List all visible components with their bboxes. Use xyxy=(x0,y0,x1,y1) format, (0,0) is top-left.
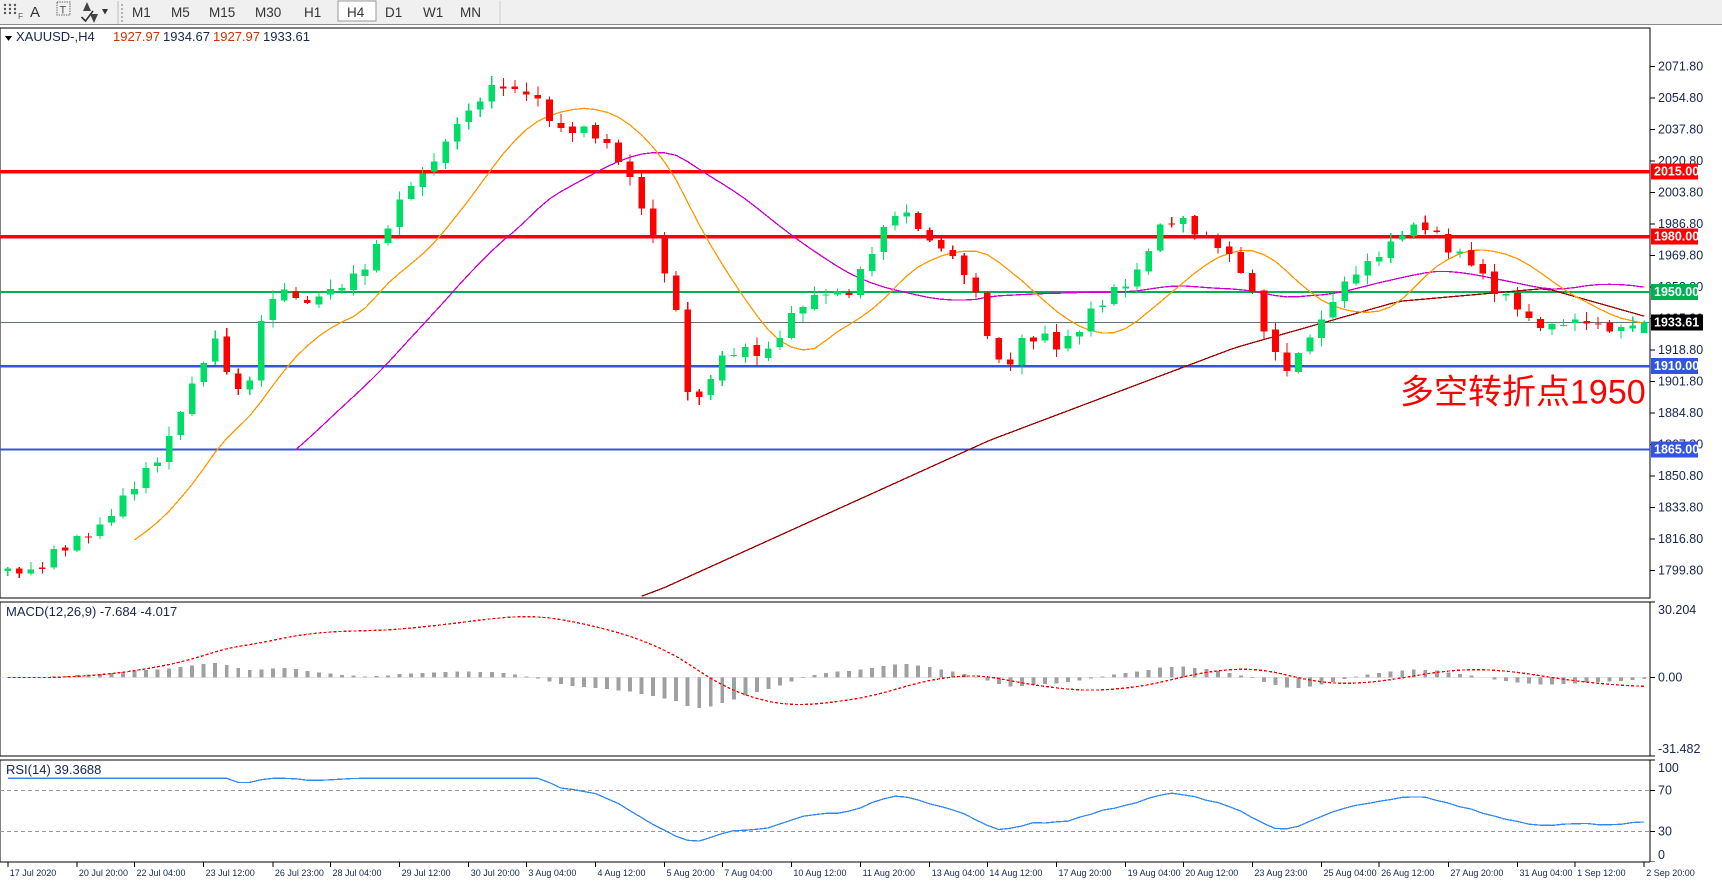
svg-text:19 Aug 04:00: 19 Aug 04:00 xyxy=(1128,868,1181,878)
svg-text:23 Aug 23:00: 23 Aug 23:00 xyxy=(1254,868,1307,878)
svg-text:-31.482: -31.482 xyxy=(1658,742,1700,756)
svg-text:1816.80: 1816.80 xyxy=(1658,532,1703,546)
svg-text:20 Aug 12:00: 20 Aug 12:00 xyxy=(1185,868,1238,878)
svg-text:1969.80: 1969.80 xyxy=(1658,248,1703,262)
svg-text:1884.80: 1884.80 xyxy=(1658,406,1703,420)
svg-text:70: 70 xyxy=(1658,784,1672,798)
svg-text:1933.61: 1933.61 xyxy=(263,29,310,44)
svg-text:3 Aug 04:00: 3 Aug 04:00 xyxy=(528,868,576,878)
svg-text:2037.80: 2037.80 xyxy=(1658,122,1703,136)
svg-text:7 Aug 04:00: 7 Aug 04:00 xyxy=(724,868,772,878)
svg-text:30: 30 xyxy=(1658,824,1672,838)
svg-text:26 Aug 12:00: 26 Aug 12:00 xyxy=(1381,868,1434,878)
svg-text:1 Sep 12:00: 1 Sep 12:00 xyxy=(1577,868,1626,878)
svg-text:30.204: 30.204 xyxy=(1658,603,1696,617)
svg-text:1901.80: 1901.80 xyxy=(1658,374,1703,388)
svg-text:11 Aug 20:00: 11 Aug 20:00 xyxy=(863,868,915,878)
svg-text:2071.80: 2071.80 xyxy=(1658,59,1703,73)
svg-text:29 Jul 12:00: 29 Jul 12:00 xyxy=(402,868,451,878)
svg-text:10 Aug 12:00: 10 Aug 12:00 xyxy=(793,868,846,878)
svg-text:1910.00: 1910.00 xyxy=(1654,359,1699,373)
svg-text:17 Jul 2020: 17 Jul 2020 xyxy=(10,868,57,878)
svg-text:多空转折点1950: 多空转折点1950 xyxy=(1400,373,1646,411)
svg-text:MACD(12,26,9) -7.684 -4.017: MACD(12,26,9) -7.684 -4.017 xyxy=(6,604,177,619)
svg-text:20 Jul 20:00: 20 Jul 20:00 xyxy=(79,868,128,878)
svg-text:1933.61: 1933.61 xyxy=(1654,315,1699,329)
svg-text:14 Aug 12:00: 14 Aug 12:00 xyxy=(989,868,1042,878)
svg-text:1927.97: 1927.97 xyxy=(213,29,260,44)
svg-text:2015.00: 2015.00 xyxy=(1654,165,1699,179)
svg-text:2003.80: 2003.80 xyxy=(1658,185,1703,199)
svg-text:1934.67: 1934.67 xyxy=(163,29,210,44)
svg-text:5 Aug 20:00: 5 Aug 20:00 xyxy=(667,868,715,878)
svg-text:2 Sep 20:00: 2 Sep 20:00 xyxy=(1646,868,1695,878)
svg-text:XAUUSD-,H4: XAUUSD-,H4 xyxy=(16,29,95,44)
svg-text:22 Jul 04:00: 22 Jul 04:00 xyxy=(137,868,186,878)
svg-text:RSI(14) 39.3688: RSI(14) 39.3688 xyxy=(6,762,101,777)
svg-text:1980.00: 1980.00 xyxy=(1654,230,1699,244)
svg-text:1865.00: 1865.00 xyxy=(1654,443,1699,457)
svg-text:1799.80: 1799.80 xyxy=(1658,563,1703,577)
svg-text:1833.80: 1833.80 xyxy=(1658,500,1703,514)
svg-text:1918.80: 1918.80 xyxy=(1658,343,1703,357)
svg-text:13 Aug 04:00: 13 Aug 04:00 xyxy=(932,868,985,878)
svg-text:1850.80: 1850.80 xyxy=(1658,469,1703,483)
svg-text:30 Jul 20:00: 30 Jul 20:00 xyxy=(471,868,520,878)
svg-text:23 Jul 12:00: 23 Jul 12:00 xyxy=(206,868,255,878)
svg-text:28 Jul 04:00: 28 Jul 04:00 xyxy=(332,868,381,878)
svg-text:2054.80: 2054.80 xyxy=(1658,91,1703,105)
svg-text:31 Aug 04:00: 31 Aug 04:00 xyxy=(1519,868,1572,878)
svg-text:26 Jul 23:00: 26 Jul 23:00 xyxy=(275,868,324,878)
svg-text:1927.97: 1927.97 xyxy=(113,29,160,44)
svg-text:0.00: 0.00 xyxy=(1658,670,1682,684)
svg-text:100: 100 xyxy=(1658,761,1679,775)
svg-text:27 Aug 20:00: 27 Aug 20:00 xyxy=(1450,868,1503,878)
svg-text:25 Aug 04:00: 25 Aug 04:00 xyxy=(1324,868,1377,878)
svg-text:1950.00: 1950.00 xyxy=(1654,285,1699,299)
svg-text:17 Aug 20:00: 17 Aug 20:00 xyxy=(1058,868,1111,878)
svg-text:4 Aug 12:00: 4 Aug 12:00 xyxy=(598,868,646,878)
svg-text:0: 0 xyxy=(1658,848,1665,862)
